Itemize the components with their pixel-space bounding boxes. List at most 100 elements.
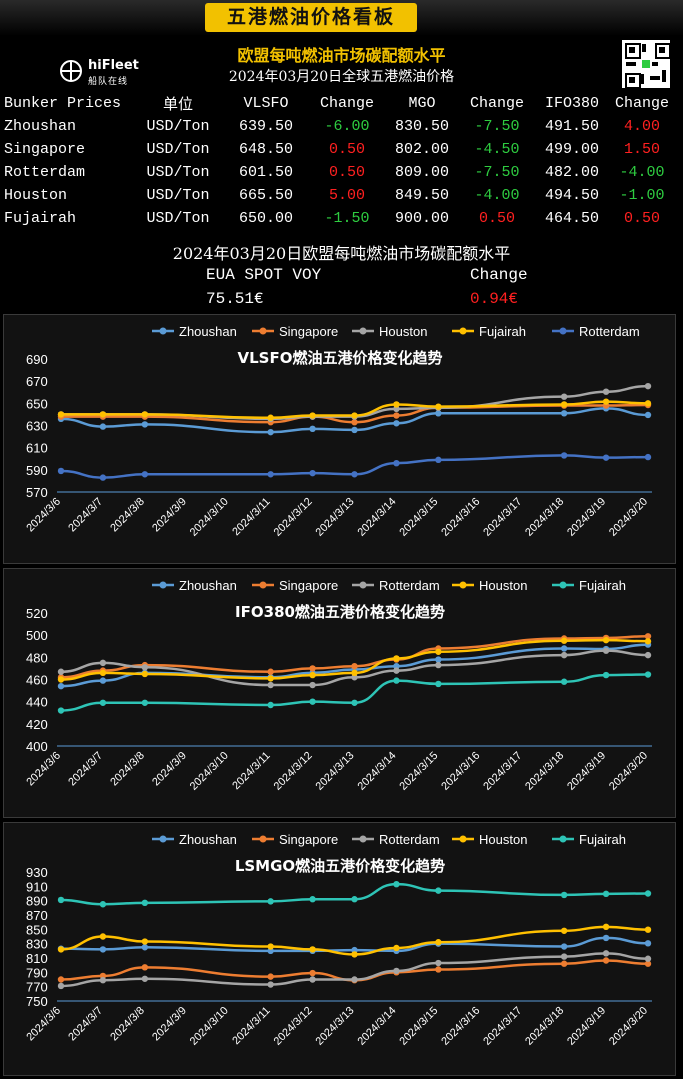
y-tick-label: 670 (26, 374, 48, 389)
data-point (141, 964, 149, 971)
data-point (644, 926, 652, 933)
mgo-cell: 849.50 (394, 187, 449, 204)
data-point (644, 955, 652, 962)
data-point (644, 940, 652, 947)
legend-label: Houston (379, 324, 427, 339)
y-tick-label: 690 (26, 352, 48, 367)
mgo-cell: 830.50 (394, 118, 449, 135)
x-tick-label: 2024/3/6 (24, 750, 63, 789)
data-point (309, 425, 316, 433)
data-point (57, 411, 65, 418)
x-tick-label: 2024/3/17 (481, 1005, 524, 1048)
x-tick-label: 2024/3/19 (565, 750, 608, 793)
legend-label: Zhoushan (179, 324, 237, 339)
data-point (393, 663, 400, 670)
data-point (602, 890, 610, 898)
data-point (435, 966, 442, 973)
ifo-cell: 482.00 (544, 164, 599, 181)
x-tick-label: 2024/3/20 (607, 750, 650, 793)
data-point (141, 670, 149, 678)
data-point (602, 636, 610, 644)
vlsfo-cell: 601.50 (238, 164, 293, 181)
ifo-cell: 464.50 (544, 210, 599, 227)
y-tick-label: 460 (26, 673, 48, 688)
data-point (435, 648, 442, 655)
eua-title: 2024年03月20日欧盟每吨燃油市场碳配额水平 (172, 244, 511, 263)
unit-cell: USD/Ton (146, 118, 210, 135)
data-point (99, 423, 107, 430)
eua-label: EUA SPOT VOY (206, 266, 322, 284)
data-point (99, 659, 107, 667)
data-point (644, 633, 652, 640)
data-point (267, 675, 274, 682)
x-tick-label: 2024/3/16 (439, 496, 482, 539)
header-cell: Change (469, 95, 524, 112)
x-tick-label: 2024/3/8 (108, 496, 147, 535)
header-cell: VLSFO (243, 95, 289, 112)
x-tick-label: 2024/3/9 (150, 750, 189, 789)
mgo-change-cell: -7.50 (474, 164, 520, 181)
logo-subtext: 船队在线 (88, 77, 129, 87)
data-point (141, 411, 149, 418)
legend-label: Rotterdam (579, 324, 640, 339)
x-tick-label: 2024/3/14 (355, 750, 398, 793)
eua-change: 0.94€ (470, 290, 519, 308)
data-point (309, 698, 316, 705)
x-tick-label: 2024/3/18 (523, 750, 566, 793)
data-point (602, 647, 610, 654)
y-tick-label: 400 (26, 739, 48, 754)
y-tick-label: 440 (26, 695, 48, 710)
data-point (435, 680, 442, 688)
data-point (393, 420, 400, 427)
data-point (57, 982, 65, 990)
x-tick-label: 2024/3/16 (439, 1005, 482, 1048)
data-point (57, 676, 65, 683)
y-tick-label: 650 (26, 396, 48, 411)
data-point (560, 401, 568, 408)
eua-value: 75.51€ (206, 290, 264, 308)
data-point (393, 944, 400, 952)
vlsfo-chart-panel: Zhoushan Singapore Houston Fujairah Rotterda… (3, 314, 676, 564)
legend-label: Fujairah (579, 578, 626, 593)
chart-title: VLSFO燃油五港价格变化趋势 (238, 349, 443, 367)
hifleet-logo: hiFleet 船队在线 (60, 58, 150, 88)
data-point (309, 946, 316, 953)
ifo-change-cell: -4.00 (619, 164, 665, 181)
data-point (435, 959, 442, 967)
ifo-cell: 491.50 (544, 118, 599, 135)
data-point (393, 967, 400, 975)
data-point (309, 412, 316, 419)
header-cell: Change (319, 95, 374, 112)
unit-cell: USD/Ton (146, 164, 210, 181)
data-point (309, 665, 316, 672)
legend-label: Zhoushan (179, 578, 237, 593)
x-tick-label: 2024/3/14 (355, 1005, 398, 1048)
data-point (267, 701, 274, 709)
subtitle: 欧盟每吨燃油市场碳配额水平 (237, 46, 446, 65)
data-point (57, 682, 65, 690)
x-tick-label: 2024/3/7 (66, 750, 105, 789)
x-tick-label: 2024/3/15 (397, 750, 440, 793)
port-cell: Singapore (4, 141, 86, 158)
data-point (435, 410, 442, 417)
data-point (602, 950, 610, 957)
data-point (267, 681, 274, 689)
unit-cell: USD/Ton (146, 210, 210, 227)
y-tick-label: 850 (26, 922, 48, 937)
ifo-change-cell: 1.50 (623, 141, 660, 158)
y-tick-label: 930 (26, 865, 48, 880)
data-point (267, 414, 274, 421)
y-tick-label: 610 (26, 441, 48, 456)
x-tick-label: 2024/3/12 (272, 750, 315, 793)
data-point (435, 656, 442, 663)
table-header-row: Bunker Prices 单位 VLSFO Change MGO Change… (4, 92, 680, 115)
data-point (351, 663, 358, 670)
legend-marker (359, 581, 367, 589)
data-point (267, 898, 274, 905)
y-tick-label: 420 (26, 717, 48, 732)
legend-marker (259, 835, 267, 843)
logo-text: hiFleet (88, 58, 139, 73)
data-point (602, 934, 610, 942)
data-point (560, 410, 568, 417)
legend-label: Houston (479, 578, 527, 593)
